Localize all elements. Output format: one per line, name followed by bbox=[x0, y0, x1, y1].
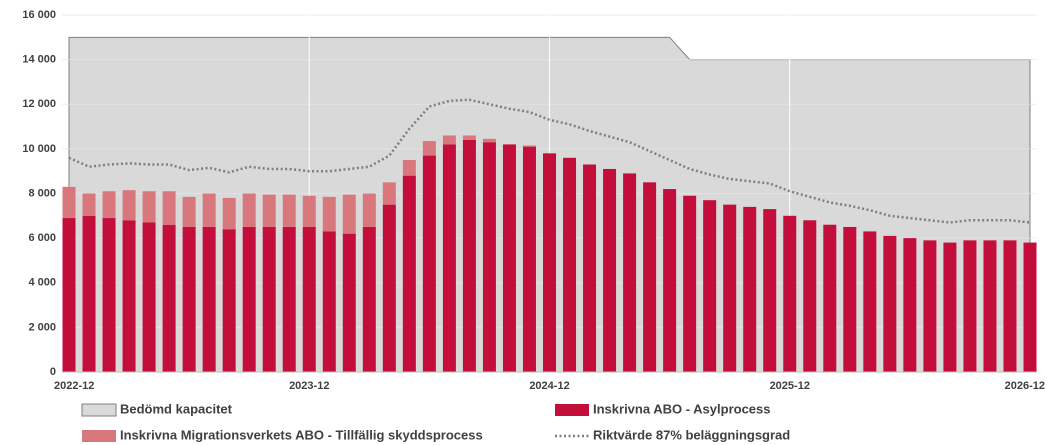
bar bbox=[462, 139, 476, 372]
legend-label: Inskrivna Migrationsverkets ABO - Tillfä… bbox=[120, 427, 483, 442]
bar bbox=[723, 204, 737, 372]
x-tick-label: 2023-12 bbox=[289, 380, 329, 392]
y-tick-label: 4 000 bbox=[28, 277, 56, 289]
y-tick-label: 12 000 bbox=[22, 98, 56, 110]
bar bbox=[643, 182, 657, 372]
x-tick-label: 2026-12 bbox=[1005, 380, 1045, 392]
bar bbox=[923, 240, 937, 372]
bar bbox=[222, 229, 236, 372]
bar bbox=[142, 222, 156, 372]
bar bbox=[102, 218, 116, 372]
bar bbox=[182, 226, 196, 372]
bar bbox=[422, 155, 436, 372]
y-tick-label: 6 000 bbox=[28, 232, 56, 244]
y-tick-label: 2 000 bbox=[28, 321, 56, 333]
bar bbox=[482, 142, 496, 372]
bar bbox=[783, 215, 797, 372]
bar bbox=[683, 195, 697, 372]
bar bbox=[863, 231, 877, 372]
bar bbox=[703, 200, 717, 372]
legend-swatch bbox=[555, 404, 589, 416]
bar bbox=[202, 193, 216, 227]
bar bbox=[1023, 242, 1037, 372]
bar bbox=[482, 138, 496, 143]
bar bbox=[242, 226, 256, 372]
bar bbox=[122, 190, 136, 221]
bar bbox=[282, 226, 296, 372]
bar bbox=[502, 144, 516, 372]
y-tick-label: 16 000 bbox=[22, 9, 56, 21]
x-tick-label: 2024-12 bbox=[529, 380, 569, 392]
bar bbox=[823, 224, 837, 372]
bar bbox=[182, 196, 196, 227]
bar bbox=[603, 168, 617, 372]
bar bbox=[903, 238, 917, 372]
bar bbox=[522, 146, 536, 372]
bar bbox=[983, 240, 997, 372]
bar bbox=[943, 242, 957, 372]
bar bbox=[162, 191, 176, 225]
bar bbox=[402, 160, 416, 176]
x-tick-label: 2022-12 bbox=[54, 380, 94, 392]
bar bbox=[362, 226, 376, 372]
bar bbox=[623, 173, 637, 372]
bar bbox=[82, 215, 96, 372]
y-tick-label: 14 000 bbox=[22, 54, 56, 66]
legend-label: Inskrivna ABO - Asylprocess bbox=[593, 401, 771, 416]
bar bbox=[262, 194, 276, 227]
bar bbox=[422, 141, 436, 156]
bar bbox=[402, 175, 416, 372]
bar bbox=[102, 191, 116, 219]
target-line bbox=[68, 98, 1031, 224]
bar bbox=[242, 193, 256, 227]
legend-label: Bedömd kapacitet bbox=[120, 401, 233, 416]
bar bbox=[322, 231, 336, 372]
bar bbox=[202, 226, 216, 372]
bar bbox=[122, 220, 136, 372]
legend-swatch bbox=[82, 430, 116, 442]
bar bbox=[142, 191, 156, 223]
x-tick-label: 2025-12 bbox=[770, 380, 810, 392]
bar bbox=[342, 194, 356, 234]
bar bbox=[262, 226, 276, 372]
bar bbox=[62, 218, 76, 372]
bar bbox=[1003, 240, 1017, 372]
bar bbox=[82, 193, 96, 216]
bar bbox=[382, 204, 396, 372]
bar bbox=[963, 240, 977, 372]
bar bbox=[322, 196, 336, 232]
bar bbox=[442, 135, 456, 145]
bar bbox=[302, 195, 316, 227]
bar bbox=[663, 189, 677, 372]
bar bbox=[883, 235, 897, 372]
bar bbox=[803, 220, 817, 372]
legend-label: Riktvärde 87% beläggningsgrad bbox=[593, 427, 790, 442]
bar bbox=[543, 153, 556, 372]
bar bbox=[522, 145, 536, 147]
bar bbox=[222, 197, 236, 230]
y-tick-label: 10 000 bbox=[22, 143, 56, 155]
bar bbox=[162, 224, 176, 372]
bar bbox=[342, 233, 356, 372]
bar bbox=[843, 226, 857, 372]
bar bbox=[62, 186, 76, 219]
bar bbox=[743, 206, 757, 372]
bar bbox=[763, 209, 777, 372]
bar bbox=[563, 157, 577, 372]
bar bbox=[282, 194, 296, 227]
y-tick-label: 8 000 bbox=[28, 187, 56, 199]
bar bbox=[362, 193, 376, 227]
bar bbox=[302, 226, 316, 372]
legend-swatch bbox=[81, 403, 117, 417]
bar bbox=[583, 164, 597, 372]
bar bbox=[382, 182, 396, 205]
bar bbox=[462, 135, 476, 140]
bar bbox=[442, 144, 456, 372]
y-tick-label: 0 bbox=[50, 366, 56, 378]
